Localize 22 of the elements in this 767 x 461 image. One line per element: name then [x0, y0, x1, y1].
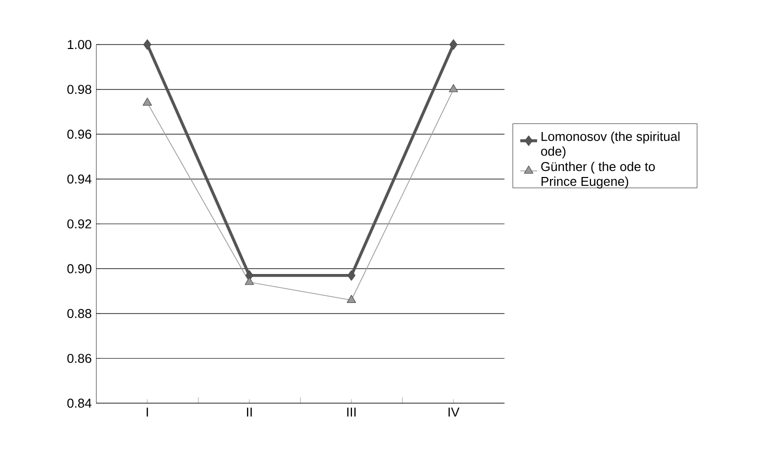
- y-tick-label: 0.98: [67, 85, 92, 94]
- y-tick-label: 0.88: [67, 309, 92, 318]
- point: [346, 295, 356, 304]
- y-tick-label: 1.00: [68, 40, 92, 50]
- point: [244, 277, 254, 286]
- point: [448, 84, 458, 92]
- point: [142, 98, 152, 106]
- x-tick-label: III: [347, 408, 356, 417]
- y-tick-label: 0.84: [67, 398, 92, 408]
- y-tick-label: 0.94: [67, 174, 92, 184]
- y-tick-label: 0.90: [67, 264, 92, 274]
- y-tick-label: 0.86: [67, 354, 92, 364]
- point: [143, 39, 152, 50]
- x-tick-label: II: [246, 408, 252, 417]
- y-tick-label: 0.92: [67, 220, 92, 229]
- legend-label: Lomonosov (the spiritual ode): [541, 132, 680, 159]
- y-tick-label: 0.96: [67, 130, 92, 139]
- x-tick-label: IV: [448, 408, 460, 417]
- x-tick-label: I: [146, 408, 148, 417]
- point: [449, 39, 458, 50]
- legend-label: Günther ( the ode to Prince Eugene): [541, 162, 655, 189]
- point: [347, 270, 356, 281]
